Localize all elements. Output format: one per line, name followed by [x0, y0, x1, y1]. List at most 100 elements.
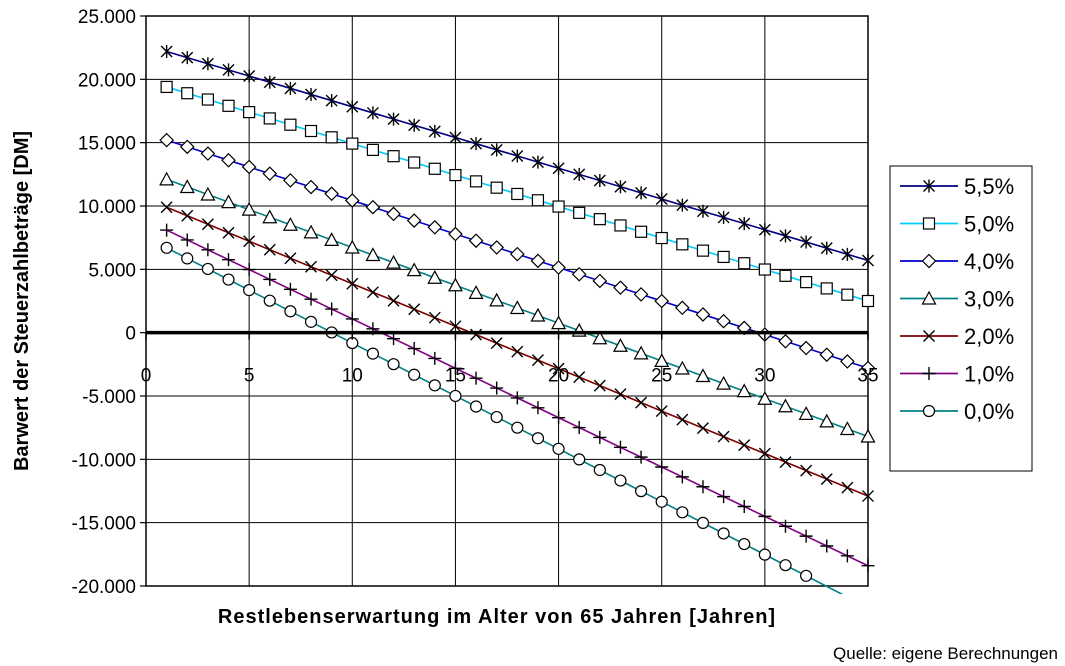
data-point [634, 485, 648, 498]
y-tick-labels: 25.000 20.000 15.000 10.000 5.000 0 -5.000 -10.… [72, 7, 136, 598]
data-point [531, 155, 544, 169]
data-point [324, 232, 340, 247]
data-point [800, 464, 813, 477]
data-point [779, 456, 792, 469]
data-point [614, 219, 627, 232]
data-point [696, 516, 710, 529]
data-point [511, 421, 524, 434]
data-point [262, 209, 278, 224]
y-tick-label: 10.000 [78, 197, 136, 218]
data-point [676, 413, 689, 426]
data-point [696, 204, 709, 218]
data-point [408, 156, 421, 169]
legend-marker [923, 330, 935, 342]
data-point [738, 257, 751, 270]
data-point [468, 233, 484, 249]
data-point [530, 307, 546, 322]
data-point [676, 238, 689, 251]
data-point [241, 201, 257, 216]
data-point [655, 460, 669, 474]
data-point [243, 106, 256, 119]
data-point [654, 293, 670, 309]
data-point [552, 161, 565, 175]
source-note: Quelle: eigene Berechnungen [833, 644, 1058, 663]
data-point [511, 149, 524, 163]
data-point [633, 287, 649, 302]
data-point [222, 99, 235, 112]
data-point [696, 480, 710, 494]
data-point [861, 294, 875, 308]
data-point [469, 175, 483, 188]
plot-area-frame [145, 15, 869, 587]
data-point [366, 106, 379, 120]
data-point [179, 139, 195, 155]
data-point [798, 340, 814, 356]
data-point [468, 285, 484, 299]
data-point [511, 187, 524, 201]
legend-item: 4,0% [900, 249, 1014, 274]
data-point [386, 254, 402, 269]
data-point [428, 379, 441, 392]
data-point [305, 87, 318, 101]
data-point [469, 400, 483, 413]
data-point [241, 159, 257, 175]
data-point [427, 219, 443, 235]
legend-marker [922, 217, 936, 230]
data-point [366, 347, 380, 360]
data-point [222, 226, 235, 239]
data-point [593, 213, 606, 226]
data-point [738, 439, 751, 452]
data-point [530, 253, 546, 269]
y-tick-label: -10.000 [72, 450, 136, 471]
legend-label: 0,0% [964, 399, 1014, 424]
data-point [283, 282, 297, 296]
legend-marker [922, 404, 936, 418]
legend-label: 4,0% [964, 249, 1014, 274]
y-tick-label: -15.000 [72, 514, 136, 535]
series-1,0% [160, 223, 875, 573]
legend-marker [922, 367, 936, 380]
data-point [346, 137, 359, 150]
data-point [160, 80, 173, 94]
data-point [160, 201, 173, 214]
data-point [263, 272, 277, 286]
data-point [717, 527, 730, 540]
legend-marker [923, 179, 935, 193]
data-point [344, 239, 360, 254]
data-point [717, 210, 730, 224]
data-point [758, 509, 772, 523]
data-point [614, 388, 627, 401]
data-point [489, 292, 505, 307]
data-point [511, 345, 524, 358]
data-point [551, 315, 567, 330]
x-tick-label: 10 [342, 366, 363, 387]
data-point [387, 294, 400, 307]
y-tick-label: 25.000 [78, 7, 136, 28]
data-point [243, 235, 256, 248]
data-point [201, 93, 214, 106]
legend-box [889, 165, 1033, 472]
data-point [449, 131, 462, 145]
data-point [222, 253, 236, 267]
data-point [592, 273, 608, 289]
data-point [201, 218, 214, 231]
legend-label: 2,0% [964, 324, 1014, 349]
x-tick-label: 25 [651, 366, 672, 387]
data-point [675, 470, 689, 484]
data-point [263, 294, 276, 307]
data-point [819, 347, 835, 363]
data-point [716, 375, 732, 390]
data-point [387, 150, 400, 163]
data-point [200, 186, 216, 201]
axes-layer [140, 15, 869, 587]
data-point [408, 303, 421, 316]
data-point [552, 200, 565, 213]
x-axis-title: Restlebenserwartung im Alter von 65 Jahr… [218, 606, 776, 628]
data-point [449, 389, 462, 403]
data-point [201, 57, 214, 71]
data-point [181, 209, 194, 222]
data-point [282, 217, 298, 231]
data-point [613, 280, 628, 296]
data-point [303, 179, 319, 195]
x-tick-label: 35 [857, 366, 878, 387]
